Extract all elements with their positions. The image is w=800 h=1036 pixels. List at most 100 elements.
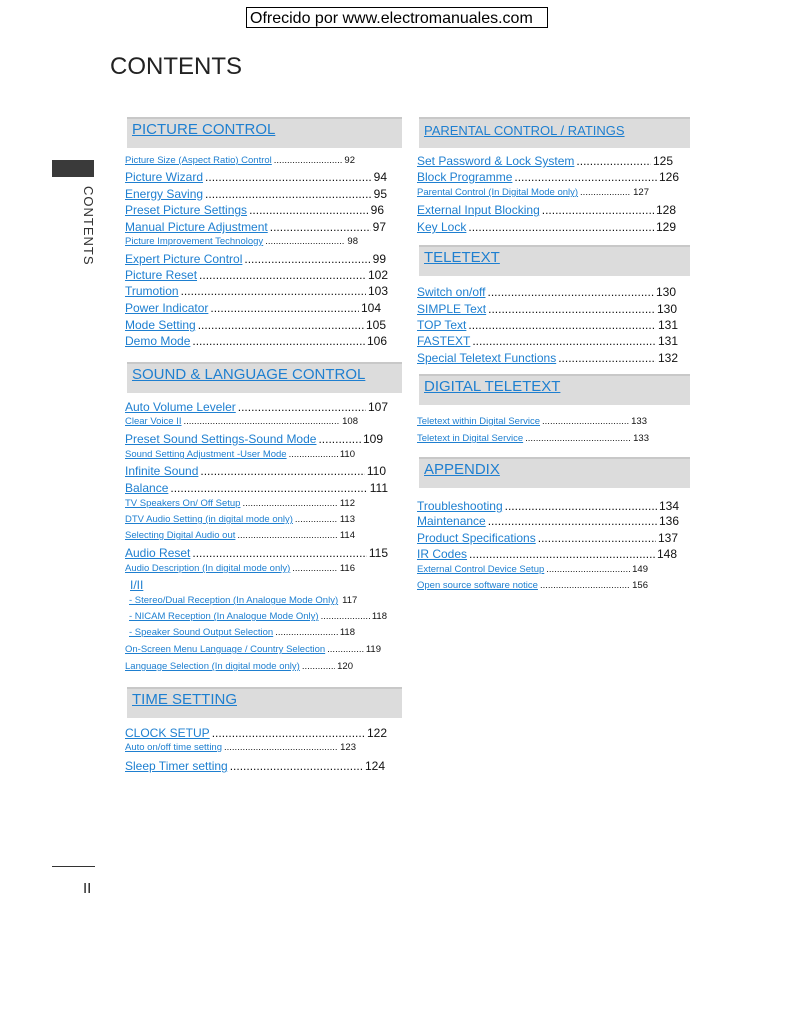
toc-entry[interactable]: Balance 111 [125, 480, 388, 496]
toc-entry[interactable]: Expert Picture Control 99 [125, 251, 386, 267]
entry-link[interactable]: Mode Setting [125, 318, 196, 332]
toc-entry[interactable]: Parental Control (In Digital Mode only) 1… [417, 186, 649, 200]
toc-entry[interactable]: - NICAM Reception (In Analogue Mode Only… [129, 610, 387, 624]
toc-entry[interactable]: Set Password & Lock System 125 [417, 153, 673, 169]
entry-link[interactable]: - NICAM Reception (In Analogue Mode Only… [129, 611, 319, 622]
toc-entry[interactable]: Picture Reset 102 [125, 267, 388, 283]
toc-entry[interactable]: Picture Improvement Technology 98 [125, 235, 358, 249]
entry-link[interactable]: SIMPLE Text [417, 302, 487, 316]
toc-entry[interactable]: On-Screen Menu Language / Country Select… [125, 643, 381, 657]
entry-link[interactable]: DTV Audio Setting (in digital mode only) [125, 514, 293, 525]
entry-link[interactable]: Set Password & Lock System [417, 154, 575, 168]
section-title-link[interactable]: SOUND & LANGUAGE CONTROL [132, 366, 366, 383]
toc-entry[interactable]: Preset Sound Settings-Sound Mode 109 [125, 431, 383, 447]
section-title-link[interactable]: PICTURE CONTROL [132, 121, 276, 138]
entry-link[interactable]: Auto Volume Leveler [125, 400, 236, 414]
entry-link[interactable]: Teletext in Digital Service [417, 433, 524, 444]
entry-link[interactable]: Open source software notice [417, 580, 538, 591]
entry-link[interactable]: Teletext within Digital Service [417, 416, 541, 427]
toc-entry[interactable]: Open source software notice 156 [417, 579, 648, 593]
toc-entry[interactable]: Selecting Digital Audio out 114 [125, 529, 355, 543]
toc-entry[interactable]: Audio Reset 115 [125, 545, 388, 561]
toc-entry[interactable]: DTV Audio Setting (in digital mode only)… [125, 513, 355, 527]
toc-entry[interactable]: Auto on/off time setting 123 [125, 741, 356, 755]
toc-entry[interactable]: Clear Voice II 108 [125, 415, 358, 429]
entry-link[interactable]: Balance [125, 481, 169, 495]
entry-link[interactable]: Preset Picture Settings [125, 203, 248, 217]
entry-link[interactable]: Audio Reset [125, 546, 191, 560]
toc-entry[interactable]: Audio Description (In digital mode only)… [125, 562, 355, 576]
entry-link[interactable]: Demo Mode [125, 334, 191, 348]
entry-link[interactable]: Sound Setting Adjustment -User Mode [125, 449, 287, 460]
toc-entry[interactable]: External Input Blocking 128 [417, 202, 676, 218]
entry-link[interactable]: Switch on/off [417, 285, 486, 299]
entry-link[interactable]: Maintenance [417, 514, 486, 528]
entry-link[interactable]: Infinite Sound [125, 464, 199, 478]
toc-entry[interactable]: TV Speakers On/ Off Setup 112 [125, 497, 355, 511]
entry-link[interactable]: Manual Picture Adjustment [125, 220, 268, 234]
toc-entry[interactable]: Sleep Timer setting 124 [125, 758, 385, 774]
entry-link[interactable]: TV Speakers On/ Off Setup [125, 498, 241, 509]
entry-link[interactable]: IR Codes [417, 547, 468, 561]
entry-link[interactable]: Product Specifications [417, 531, 536, 545]
toc-entry[interactable]: CLOCK SETUP 122 [125, 725, 387, 741]
toc-entry[interactable]: Manual Picture Adjustment 97 [125, 219, 386, 235]
entry-link[interactable]: Picture Wizard [125, 170, 204, 184]
toc-entry[interactable]: FASTEXT 131 [417, 333, 678, 349]
toc-entry[interactable]: Language Selection (In digital mode only… [125, 660, 353, 674]
toc-entry[interactable]: Special Teletext Functions 132 [417, 350, 678, 366]
toc-entry[interactable]: Energy Saving 95 [125, 186, 387, 202]
entry-link[interactable]: Special Teletext Functions [417, 351, 557, 365]
entry-link[interactable]: Preset Sound Settings-Sound Mode [125, 432, 317, 446]
entry-link[interactable]: External Input Blocking [417, 203, 540, 217]
toc-entry[interactable]: Picture Size (Aspect Ratio) Control 92 [125, 154, 355, 168]
toc-entry[interactable]: Key Lock 129 [417, 219, 676, 235]
entry-link[interactable]: Expert Picture Control [125, 252, 243, 266]
entry-link[interactable]: Auto on/off time setting [125, 742, 222, 753]
toc-entry[interactable]: Demo Mode 106 [125, 333, 387, 349]
toc-entry[interactable]: Troubleshooting 134 [417, 498, 679, 514]
entry-link[interactable]: Clear Voice II [125, 416, 182, 427]
section-title-link[interactable]: DIGITAL TELETEXT [424, 378, 561, 395]
toc-entry[interactable]: Infinite Sound 110 [125, 463, 386, 479]
entry-link[interactable]: Sleep Timer setting [125, 759, 228, 773]
toc-entry[interactable]: - Speaker Sound Output Selection 118 [129, 626, 355, 640]
entry-link[interactable]: Language Selection (In digital mode only… [125, 661, 300, 672]
entry-link[interactable]: - Speaker Sound Output Selection [129, 627, 274, 638]
entry-link[interactable]: Picture Size (Aspect Ratio) Control [125, 155, 272, 166]
toc-entry[interactable]: Power Indicator 104 [125, 300, 381, 316]
toc-entry[interactable]: Teletext in Digital Service 133 [417, 432, 649, 446]
entry-link[interactable]: Picture Improvement Technology [125, 236, 264, 247]
toc-entry[interactable]: Picture Wizard 94 [125, 169, 387, 185]
entry-link[interactable]: Block Programme [417, 170, 513, 184]
entry-link[interactable]: CLOCK SETUP [125, 726, 210, 740]
toc-entry[interactable]: Maintenance 136 [417, 513, 679, 529]
entry-link[interactable]: Energy Saving [125, 187, 204, 201]
entry-link[interactable]: Key Lock [417, 220, 467, 234]
entry-link[interactable]: Parental Control (In Digital Mode only) [417, 187, 579, 198]
toc-entry[interactable]: IR Codes 148 [417, 546, 677, 562]
entry-link[interactable]: Selecting Digital Audio out [125, 530, 236, 541]
toc-entry[interactable]: Auto Volume Leveler 107 [125, 399, 388, 415]
toc-entry[interactable]: Block Programme 126 [417, 169, 679, 185]
toc-entry[interactable]: Switch on/off 130 [417, 284, 676, 300]
section-title-link[interactable]: APPENDIX [424, 461, 500, 478]
entry-link[interactable]: Troubleshooting [417, 499, 503, 513]
toc-entry[interactable]: External Control Device Setup 149 [417, 563, 648, 577]
toc-entry[interactable]: - Stereo/Dual Reception (In Analogue Mod… [129, 594, 357, 608]
toc-entry[interactable]: Trumotion 103 [125, 283, 388, 299]
entry-link[interactable]: Power Indicator [125, 301, 209, 315]
toc-entry[interactable]: SIMPLE Text 130 [417, 301, 677, 317]
toc-entry[interactable]: Mode Setting 105 [125, 317, 386, 333]
section-title-link[interactable]: TELETEXT [424, 249, 500, 266]
entry-link[interactable]: FASTEXT [417, 334, 471, 348]
entry-link[interactable]: TOP Text [417, 318, 467, 332]
entry-link[interactable]: On-Screen Menu Language / Country Select… [125, 644, 326, 655]
entry-link[interactable]: I/II [130, 578, 144, 592]
entry-link[interactable]: Trumotion [125, 284, 179, 298]
toc-entry[interactable]: TOP Text 131 [417, 317, 678, 333]
entry-link[interactable]: Picture Reset [125, 268, 198, 282]
toc-entry[interactable]: Preset Picture Settings 96 [125, 202, 384, 218]
toc-entry[interactable]: Teletext within Digital Service 133 [417, 415, 647, 429]
toc-entry[interactable]: Sound Setting Adjustment -User Mode 110 [125, 448, 355, 462]
